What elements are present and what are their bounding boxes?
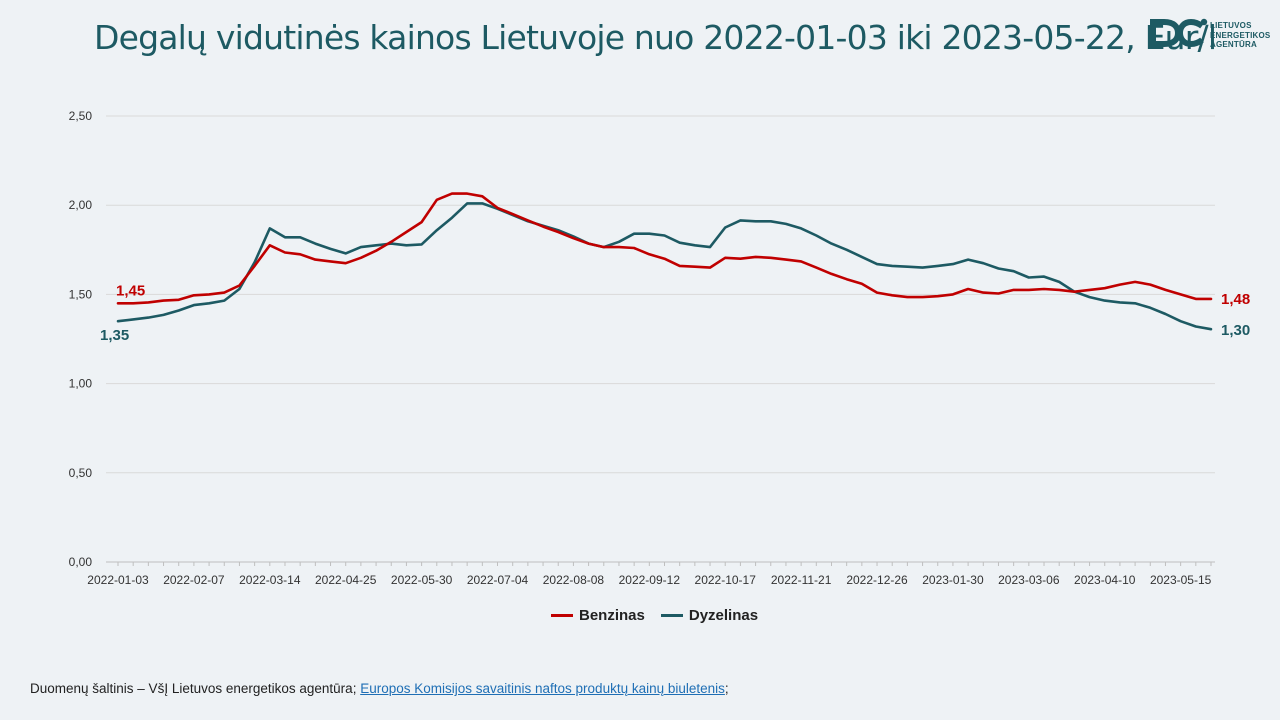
y-tick-label: 1,00 bbox=[69, 377, 93, 391]
x-tick-label: 2023-01-30 bbox=[922, 573, 984, 587]
x-tick-label: 2023-05-15 bbox=[1150, 573, 1212, 587]
agency-logo bbox=[1150, 17, 1275, 57]
legend-label-dyzelinas: Dyzelinas bbox=[688, 607, 759, 624]
source-link[interactable]: Europos Komisijos savaitinis naftos prod… bbox=[360, 681, 725, 696]
x-tick-label: 2022-11-21 bbox=[771, 573, 832, 587]
y-tick-label: 2,00 bbox=[69, 198, 93, 212]
lea-logo-icon bbox=[1150, 18, 1208, 48]
y-tick-label: 0,50 bbox=[69, 466, 93, 480]
data-label-dyzelinas-end: 1,30 bbox=[1221, 322, 1250, 339]
x-tick-label: 2022-10-17 bbox=[695, 573, 757, 587]
logo-line: ENERGETIKOS bbox=[1210, 30, 1271, 40]
x-tick-label: 2022-01-03 bbox=[87, 573, 149, 587]
data-label-benzinas-end: 1,48 bbox=[1221, 291, 1250, 308]
logo-line: LIETUVOS bbox=[1210, 21, 1252, 30]
x-tick-label: 2022-02-07 bbox=[163, 573, 225, 587]
x-tick-label: 2023-03-06 bbox=[998, 573, 1060, 587]
legend-label-benzinas: Benzinas bbox=[579, 607, 645, 624]
legend-swatch-benzinas bbox=[551, 614, 573, 617]
x-tick-label: 2022-04-25 bbox=[315, 573, 377, 587]
chart-title: Degalų vidutinės kainos Lietuvoje nuo 20… bbox=[94, 18, 1217, 57]
x-tick-label: 2022-08-08 bbox=[543, 573, 605, 587]
y-tick-label: 2,50 bbox=[69, 109, 93, 123]
logo-line: AGENTŪRA bbox=[1210, 40, 1257, 49]
x-tick-label: 2022-05-30 bbox=[391, 573, 453, 587]
series-line-benzinas bbox=[116, 192, 1213, 305]
y-tick-label: 0,00 bbox=[69, 555, 93, 569]
chart-legend: Benzinas Dyzelinas bbox=[551, 607, 758, 624]
legend-item-benzinas: Benzinas bbox=[551, 607, 645, 624]
x-tick-label: 2022-12-26 bbox=[846, 573, 908, 587]
x-tick-label: 2023-04-10 bbox=[1074, 573, 1136, 587]
series-line-dyzelinas bbox=[116, 202, 1213, 331]
x-tick-label: 2022-09-12 bbox=[619, 573, 681, 587]
source-note: Duomenų šaltinis – VšĮ Lietuvos energeti… bbox=[30, 681, 729, 696]
logo-text: LIETUVOS ENERGETIKOS AGENTŪRA bbox=[1210, 21, 1270, 50]
source-suffix: ; bbox=[724, 681, 729, 696]
x-tick-label: 2022-03-14 bbox=[239, 573, 301, 587]
legend-swatch-dyzelinas bbox=[660, 614, 683, 617]
legend-item-dyzelinas: Dyzelinas bbox=[660, 607, 759, 624]
x-tick-label: 2022-07-04 bbox=[467, 573, 529, 587]
data-label-benzinas-start: 1,45 bbox=[116, 282, 145, 299]
data-label-dyzelinas-start: 1,35 bbox=[100, 327, 129, 344]
y-tick-label: 1,50 bbox=[69, 287, 93, 301]
source-prefix: Duomenų šaltinis – VšĮ Lietuvos energeti… bbox=[30, 681, 361, 696]
